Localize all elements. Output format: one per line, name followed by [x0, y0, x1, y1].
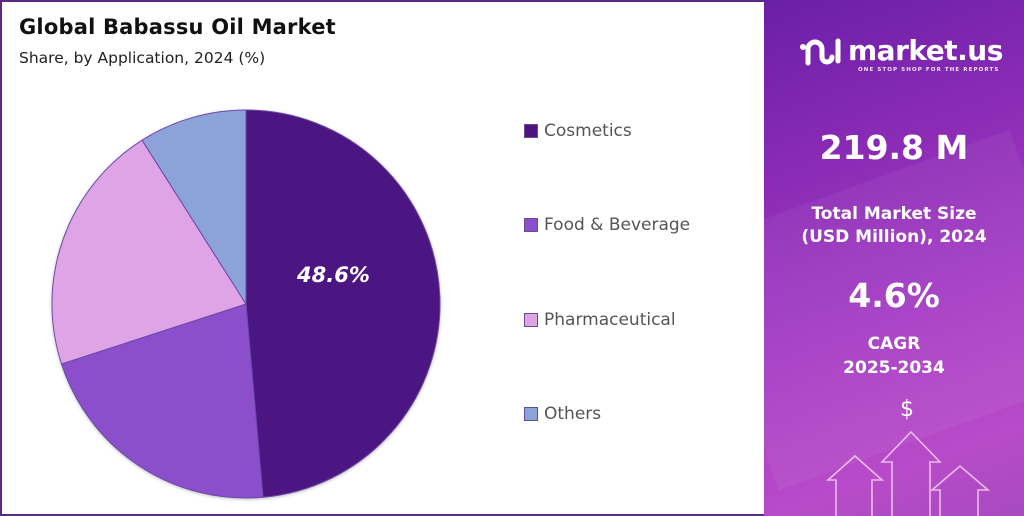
growth-arrows-icon: [825, 430, 991, 516]
legend-swatch: [524, 218, 538, 232]
pie-chart: [51, 109, 441, 499]
cosmetics-share-label: 48.6%: [297, 263, 370, 287]
brand-name: market.us: [848, 33, 1003, 67]
market-size-value: 219.8 M: [819, 128, 969, 167]
legend-label: Pharmaceutical: [544, 310, 676, 330]
cagr-label: CAGR: [867, 334, 921, 354]
pie-slice-pharmaceutical: [51, 139, 247, 365]
chart-title: Global Babassu Oil Market: [19, 15, 336, 39]
pie-slice-cosmetics: [245, 109, 441, 498]
brand-logo: market.us: [798, 33, 1003, 67]
summary-panel: market.us ONE STOP SHOP FOR THE REPORTS …: [764, 0, 1024, 516]
legend-swatch: [524, 407, 538, 421]
cagr-period: 2025-2034: [843, 358, 945, 378]
pie-slice-others: [141, 109, 247, 306]
legend-label: Others: [544, 404, 602, 424]
legend-swatch: [524, 124, 538, 138]
market-size-label-line2: (USD Million), 2024: [801, 227, 987, 247]
legend-item-food-beverage: Food & Beverage: [524, 215, 690, 235]
legend-label: Cosmetics: [544, 121, 632, 141]
chart-subtitle: Share, by Application, 2024 (%): [19, 49, 266, 67]
legend-label: Food & Beverage: [544, 215, 691, 235]
legend-swatch: [524, 313, 538, 327]
dollar-icon: $: [900, 397, 914, 422]
legend-item-others: Others: [524, 404, 601, 424]
pie-slice-food-beverage: [60, 303, 264, 499]
brand-tagline: ONE STOP SHOP FOR THE REPORTS: [858, 67, 1000, 73]
legend-item-cosmetics: Cosmetics: [524, 121, 632, 141]
legend-item-pharmaceutical: Pharmaceutical: [524, 310, 676, 330]
market-us-logo-icon: [800, 38, 841, 66]
market-size-label-line1: Total Market Size: [811, 204, 977, 224]
cagr-value: 4.6%: [848, 276, 940, 315]
